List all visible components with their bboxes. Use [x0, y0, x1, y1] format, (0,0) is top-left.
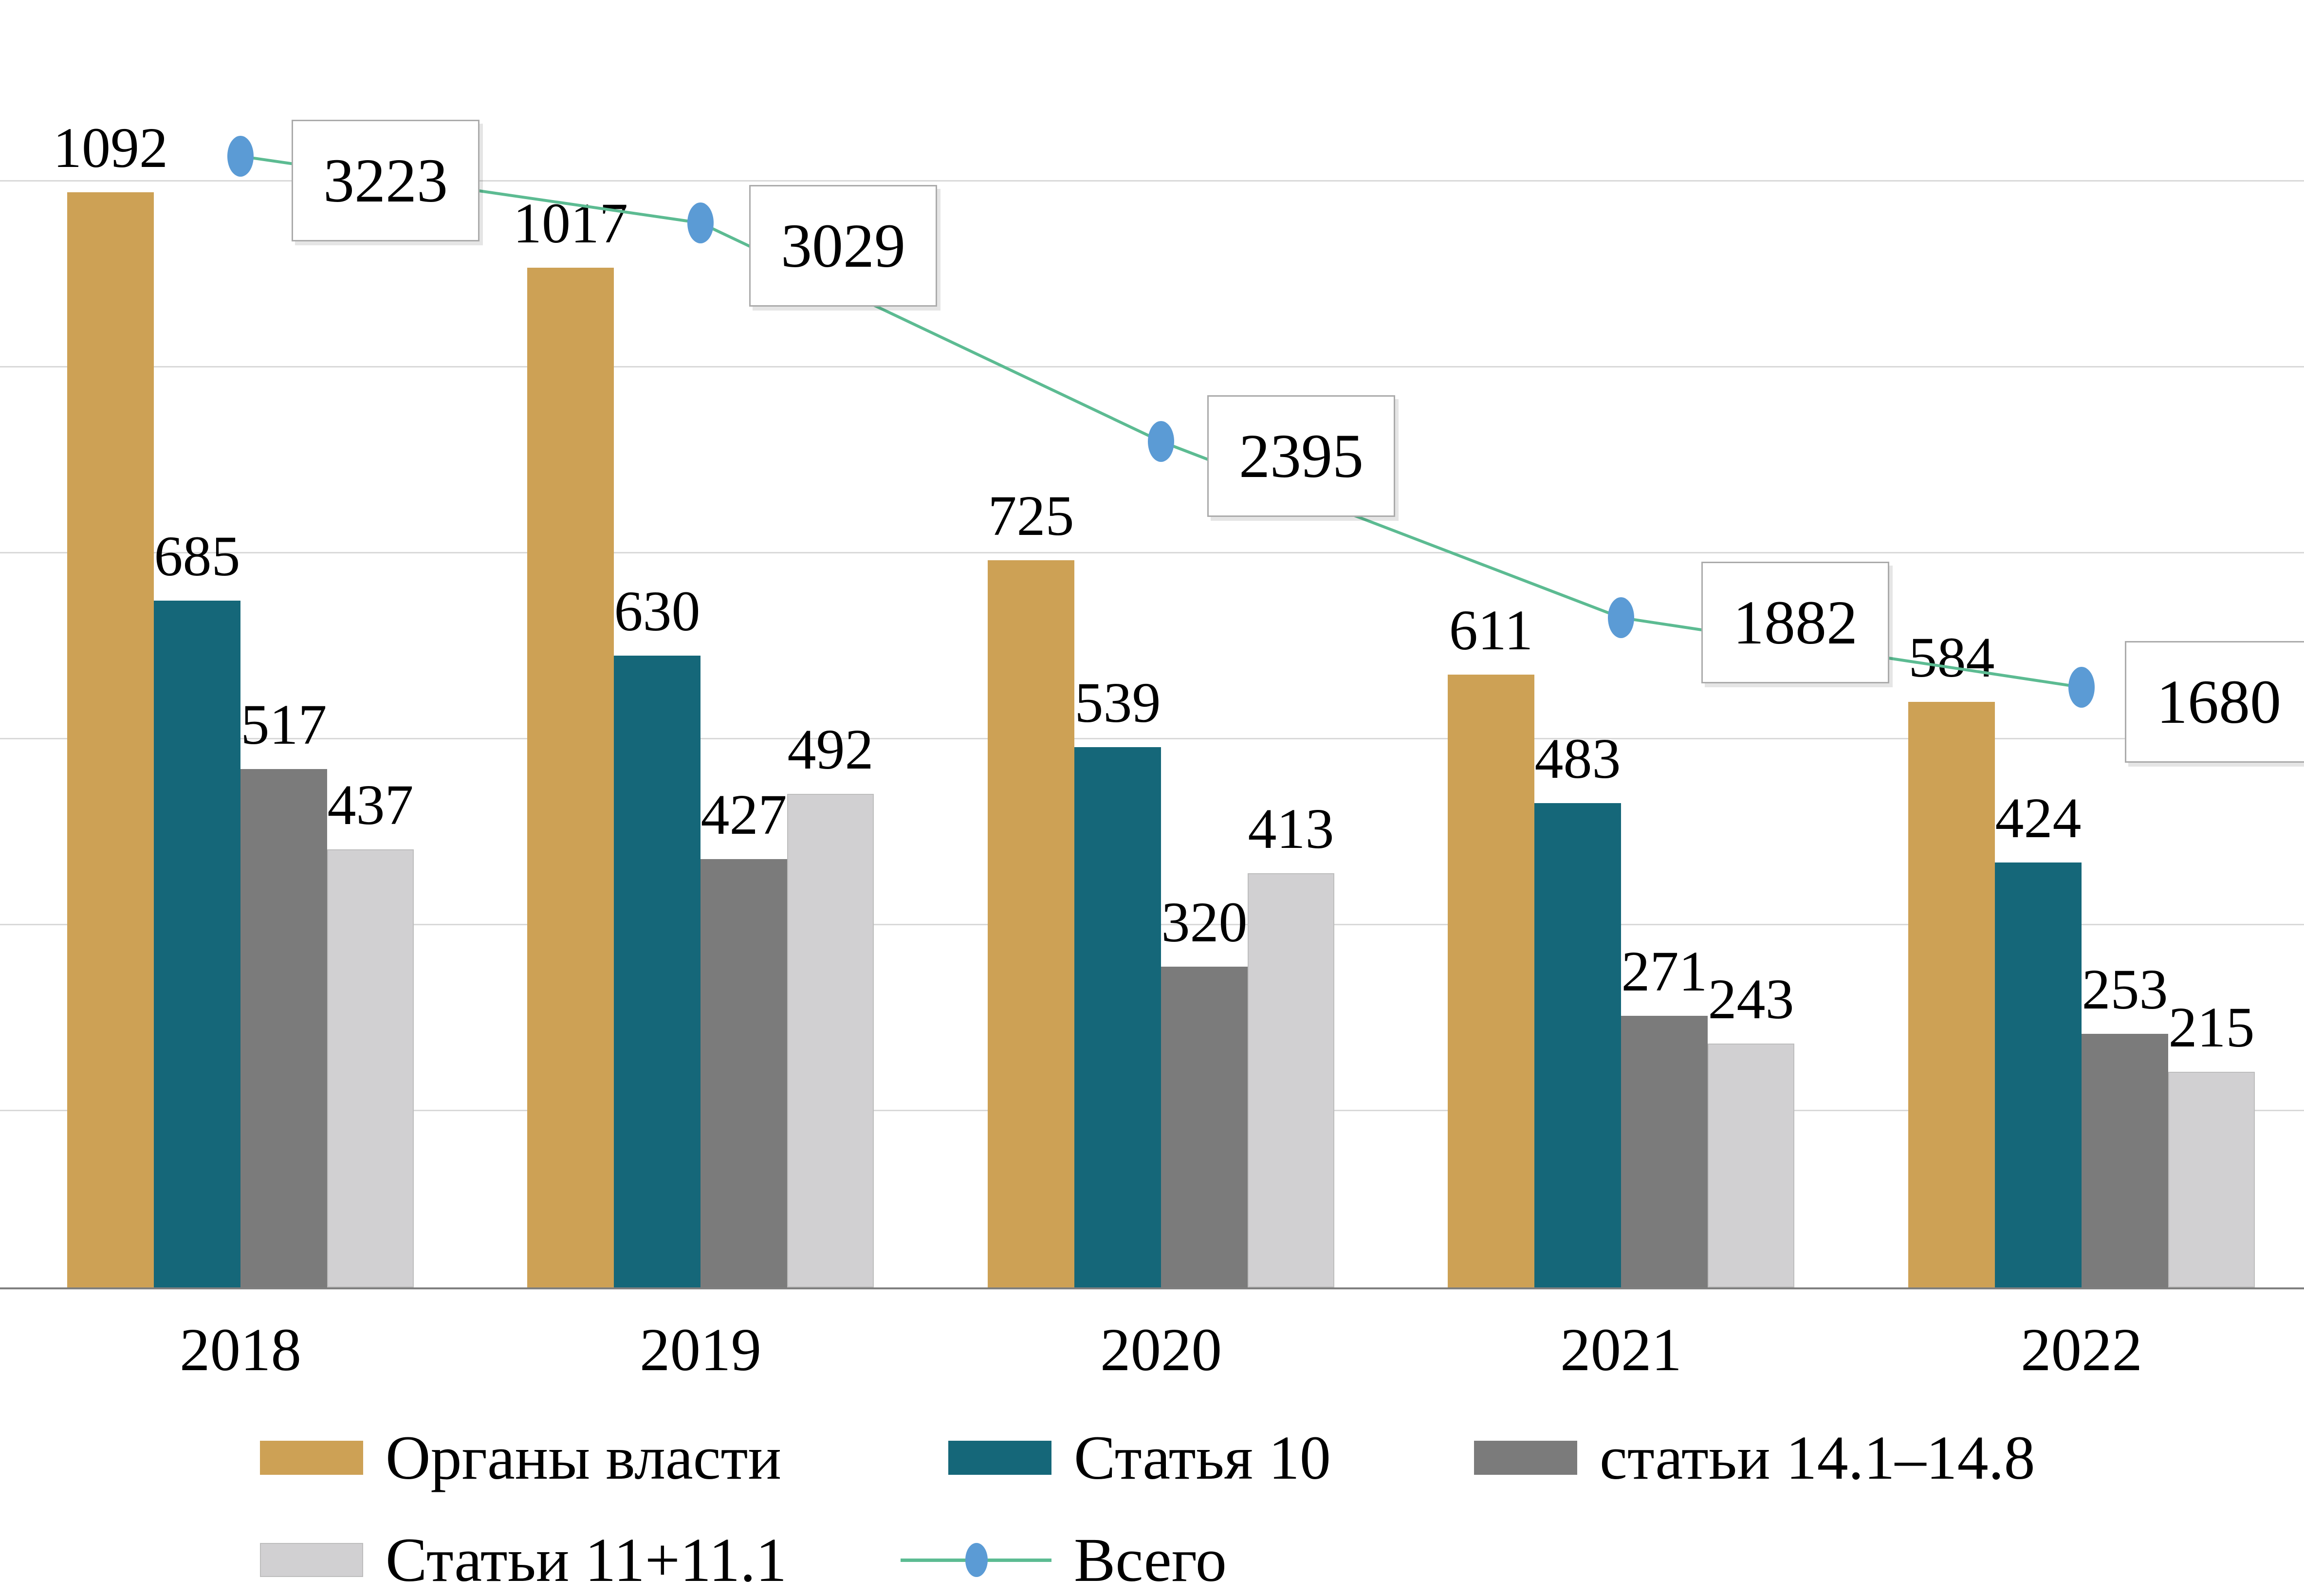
bar-statya-10-2018 [154, 601, 240, 1287]
line-marker-2022 [2068, 667, 2095, 708]
x-axis-label-2019: 2019 [640, 1317, 761, 1384]
bar-stati-11-11-1-2019 [787, 794, 874, 1287]
bar-organy-vlasti-2021 [1448, 675, 1534, 1287]
legend-swatch-stati-11-11-1 [260, 1543, 363, 1577]
gridline-3 [0, 738, 2304, 739]
bar-stati-11-11-1-2020 [1248, 873, 1334, 1287]
legend-line-marker-icon [901, 1543, 1051, 1577]
bar-label-statya-10-2020: 539 [1074, 671, 1161, 734]
bar-label-stati-11-11-1-2022: 215 [2168, 995, 2255, 1059]
line-marker-2018 [227, 136, 254, 177]
bar-label-statya-10-2018: 685 [154, 524, 240, 588]
bar-statya-10-2020 [1074, 747, 1161, 1287]
bar-label-stati-11-11-1-2020: 413 [1248, 797, 1334, 861]
gridline-1 [0, 366, 2304, 367]
gridline-0 [0, 180, 2304, 182]
gridline-2 [0, 552, 2304, 553]
bar-label-stati-14-1-14-8-2019: 427 [700, 783, 787, 846]
bar-label-stati-14-1-14-8-2021: 271 [1621, 939, 1708, 1003]
bar-statya-10-2022 [1995, 862, 2082, 1287]
bar-label-organy-vlasti-2021: 611 [1449, 598, 1533, 662]
callout-vsego-2021: 1882 [1701, 562, 1889, 683]
legend-item-vsego: Всего [901, 1519, 1227, 1596]
legend-swatch-organy-vlasti [260, 1441, 363, 1475]
bar-label-statya-10-2021: 483 [1534, 727, 1621, 790]
bar-stati-11-11-1-2021 [1708, 1044, 1794, 1287]
bar-label-statya-10-2022: 424 [1995, 786, 2082, 850]
callout-vsego-2018: 3223 [292, 120, 479, 241]
bar-label-organy-vlasti-2022: 584 [1908, 625, 1995, 689]
bar-label-organy-vlasti-2020: 725 [988, 484, 1074, 548]
legend-swatch-stati-14-1-14-8 [1474, 1441, 1577, 1475]
bar-statya-10-2021 [1534, 803, 1621, 1287]
bar-stati-14-1-14-8-2018 [240, 769, 327, 1287]
legend-item-stati-14-1-14-8: статьи 14.1–14.8 [1474, 1416, 2035, 1499]
x-axis-label-2018: 2018 [180, 1317, 301, 1384]
bar-organy-vlasti-2018 [67, 192, 154, 1287]
bar-organy-vlasti-2022 [1908, 702, 1995, 1287]
bar-stati-11-11-1-2022 [2168, 1072, 2255, 1287]
bar-label-stati-11-11-1-2018: 437 [327, 773, 414, 837]
bar-organy-vlasti-2019 [527, 268, 614, 1287]
bar-label-statya-10-2019: 630 [614, 579, 700, 643]
bar-stati-14-1-14-8-2021 [1621, 1016, 1708, 1287]
bar-stati-14-1-14-8-2019 [700, 859, 787, 1287]
legend-label-vsego: Всего [1074, 1525, 1227, 1595]
legend-item-organy-vlasti: Органы власти [260, 1416, 781, 1499]
line-marker-2020 [1148, 421, 1174, 462]
bar-stati-11-11-1-2018 [327, 849, 414, 1287]
line-marker-2019 [687, 202, 714, 243]
x-axis-label-2021: 2021 [1560, 1317, 1682, 1384]
legend-label-stati-11-11-1: Статьи 11+11.1 [386, 1525, 787, 1595]
bar-label-stati-11-11-1-2019: 492 [787, 717, 874, 781]
bar-organy-vlasti-2020 [988, 560, 1074, 1287]
callout-vsego-2022: 1680 [2125, 641, 2304, 763]
legend-item-stati-11-11-1: Статьи 11+11.1 [260, 1519, 787, 1596]
legend-swatch-statya-10 [948, 1441, 1051, 1475]
x-axis-label-2020: 2020 [1100, 1317, 1222, 1384]
legend-line-dot [965, 1543, 988, 1577]
bar-label-stati-14-1-14-8-2020: 320 [1161, 890, 1248, 954]
legend-label-statya-10: Статья 10 [1074, 1423, 1331, 1492]
x-axis-line [0, 1287, 2304, 1289]
line-marker-2021 [1608, 597, 1634, 638]
callout-vsego-2019: 3029 [749, 185, 937, 307]
legend-item-statya-10: Статья 10 [948, 1416, 1331, 1499]
bar-label-stati-14-1-14-8-2018: 517 [240, 693, 327, 756]
legend-label-stati-14-1-14-8: статьи 14.1–14.8 [1600, 1423, 2035, 1492]
bar-label-stati-11-11-1-2021: 243 [1708, 967, 1794, 1031]
bar-label-stati-14-1-14-8-2022: 253 [2082, 957, 2168, 1021]
x-axis-label-2022: 2022 [2021, 1317, 2142, 1384]
bar-stati-14-1-14-8-2022 [2082, 1034, 2168, 1287]
bar-stati-14-1-14-8-2020 [1161, 967, 1248, 1287]
legend-label-organy-vlasti: Органы власти [386, 1423, 781, 1492]
bar-label-organy-vlasti-2018: 1092 [53, 116, 168, 180]
bar-statya-10-2019 [614, 656, 700, 1287]
callout-vsego-2020: 2395 [1207, 395, 1395, 517]
